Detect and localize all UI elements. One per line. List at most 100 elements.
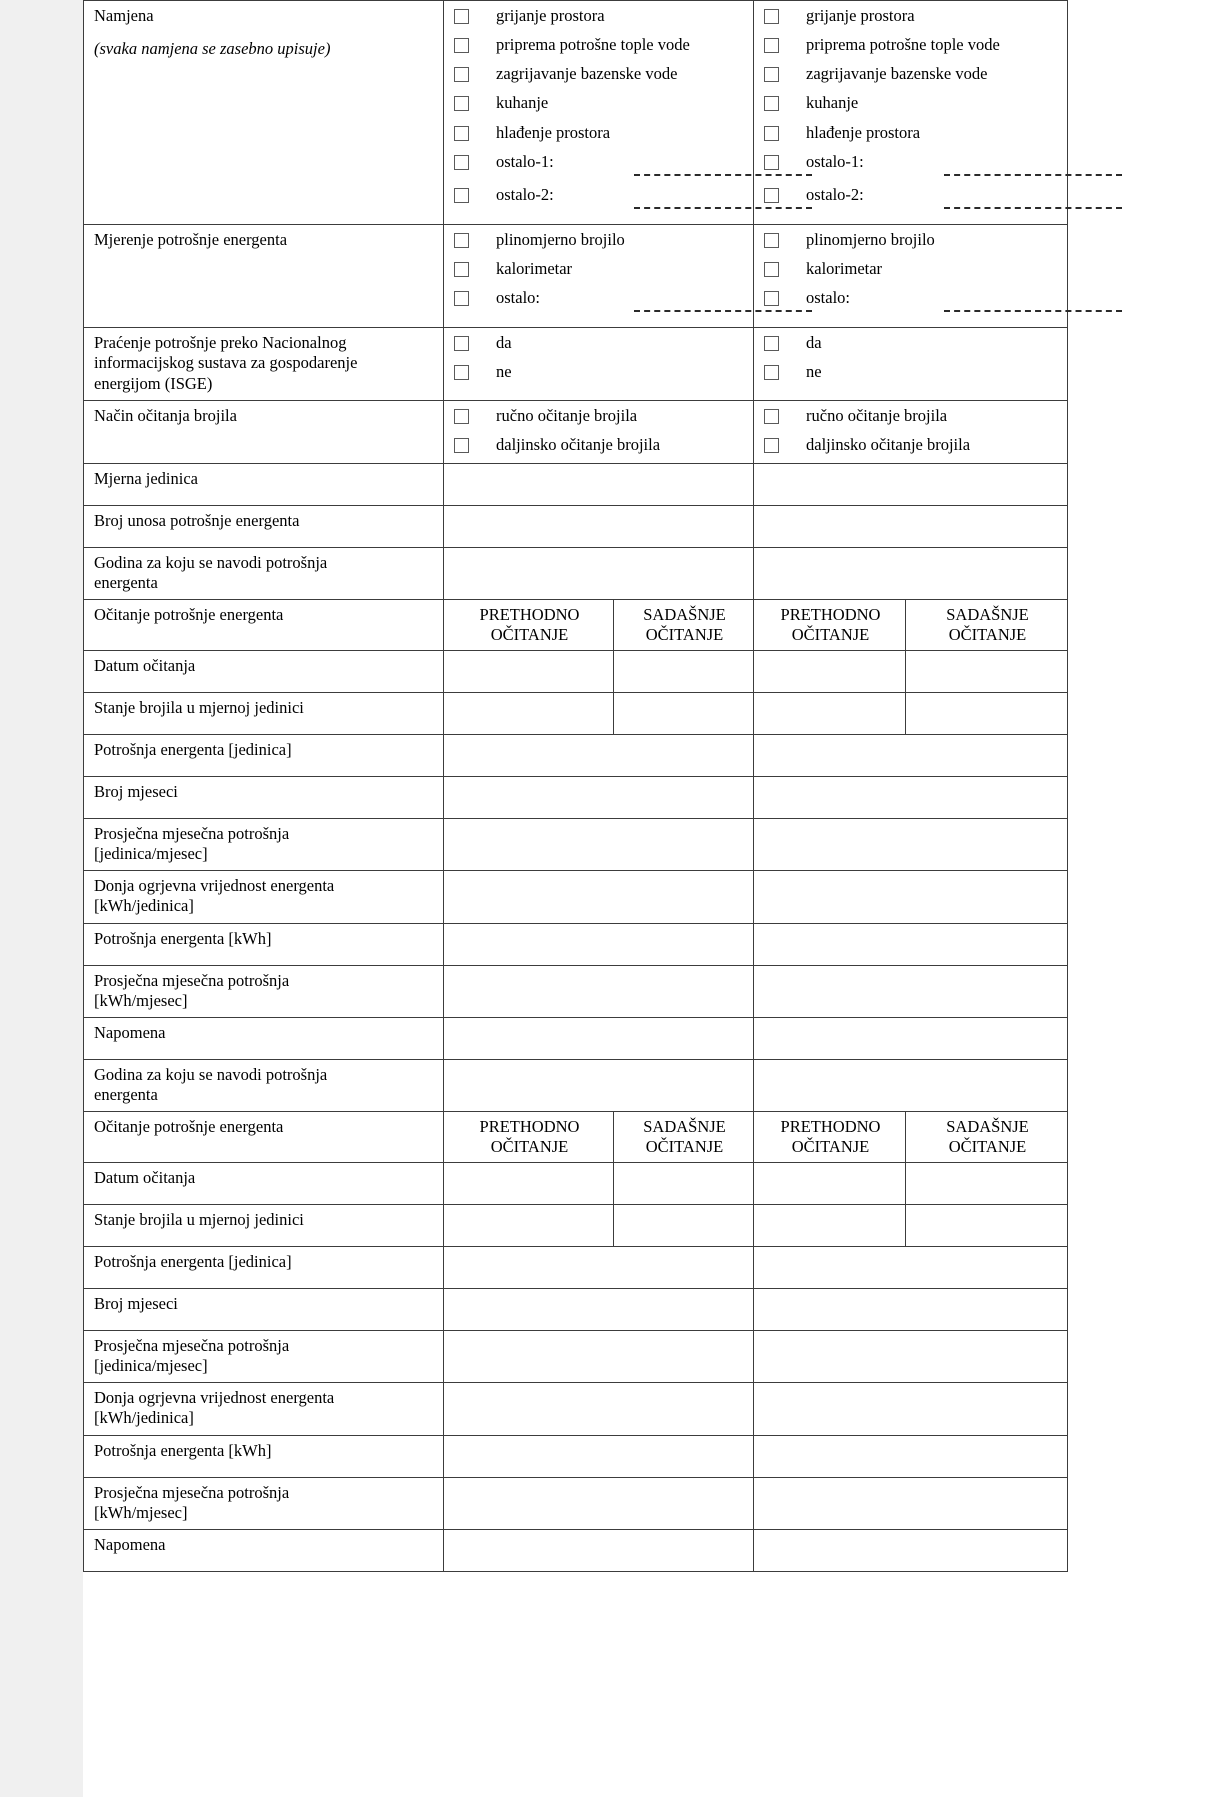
option-row[interactable]: zagrijavanje bazenske vode [764, 64, 1059, 84]
input-cell[interactable] [753, 462, 1068, 506]
fill-in-line[interactable] [944, 310, 1122, 313]
fill-in-line[interactable] [634, 310, 812, 313]
option-row[interactable]: kalorimetar [454, 259, 745, 279]
option-row[interactable]: priprema potrošne tople vode [454, 35, 745, 55]
option-row-fill[interactable]: ostalo: [764, 288, 1122, 313]
input-cell[interactable] [443, 734, 754, 778]
checkbox-icon[interactable] [764, 38, 779, 54]
input-cell[interactable] [443, 1162, 614, 1205]
input-cell[interactable] [753, 504, 1068, 548]
input-cell[interactable] [753, 734, 1068, 778]
input-cell[interactable] [753, 692, 906, 736]
input-cell[interactable] [613, 1162, 754, 1205]
option-row[interactable]: kuhanje [764, 93, 1059, 113]
checkbox-icon[interactable] [764, 187, 779, 203]
option-row[interactable]: hlađenje prostora [764, 123, 1059, 143]
input-cell[interactable] [443, 692, 614, 736]
option-row[interactable]: kalorimetar [764, 259, 1059, 279]
input-cell[interactable] [613, 1204, 754, 1247]
option-row[interactable]: ne [454, 362, 745, 382]
input-cell[interactable] [753, 650, 906, 694]
checkbox-icon[interactable] [454, 336, 469, 352]
input-cell[interactable] [753, 546, 1068, 601]
checkbox-icon[interactable] [454, 291, 469, 307]
checkbox-icon[interactable] [454, 437, 469, 453]
input-cell[interactable] [905, 1162, 1068, 1205]
checkbox-icon[interactable] [764, 365, 779, 381]
option-row[interactable]: kuhanje [454, 93, 745, 113]
input-cell[interactable] [905, 650, 1068, 694]
input-cell[interactable] [443, 1434, 754, 1478]
input-cell[interactable] [753, 1016, 1068, 1060]
checkbox-icon[interactable] [764, 9, 779, 24]
input-cell[interactable] [443, 1058, 754, 1113]
input-cell[interactable] [443, 1476, 754, 1530]
checkbox-icon[interactable] [454, 262, 469, 277]
input-cell[interactable] [753, 1246, 1068, 1289]
input-cell[interactable] [753, 1329, 1068, 1384]
checkbox-icon[interactable] [764, 232, 779, 248]
option-row-fill[interactable]: ostalo-1: [764, 152, 1122, 176]
checkbox-icon[interactable] [454, 67, 469, 83]
input-cell[interactable] [753, 1204, 906, 1247]
input-cell[interactable] [443, 1288, 754, 1331]
input-cell[interactable] [443, 650, 614, 694]
option-row[interactable]: plinomjerno brojilo [454, 230, 745, 250]
option-row[interactable]: daljinsko očitanje brojila [454, 435, 745, 455]
checkbox-icon[interactable] [764, 67, 779, 83]
input-cell[interactable] [443, 1329, 754, 1384]
option-row[interactable]: plinomjerno brojilo [764, 230, 1059, 250]
checkbox-icon[interactable] [764, 408, 779, 424]
input-cell[interactable] [443, 1016, 754, 1060]
fill-in-line[interactable] [634, 173, 812, 176]
option-row-fill[interactable]: ostalo-1: [454, 152, 812, 176]
input-cell[interactable] [443, 546, 754, 601]
input-cell[interactable] [753, 1162, 906, 1205]
option-row-fill[interactable]: ostalo-2: [454, 185, 812, 209]
option-row[interactable]: grijanje prostora [454, 6, 745, 26]
checkbox-icon[interactable] [454, 96, 469, 112]
option-row[interactable]: ručno očitanje brojila [454, 406, 745, 426]
checkbox-icon[interactable] [454, 408, 469, 424]
input-cell[interactable] [443, 776, 754, 820]
checkbox-icon[interactable] [454, 154, 469, 170]
input-cell[interactable] [443, 504, 754, 548]
input-cell[interactable] [753, 1476, 1068, 1530]
input-cell[interactable] [753, 922, 1068, 966]
input-cell[interactable] [753, 1288, 1068, 1331]
checkbox-icon[interactable] [764, 262, 779, 277]
input-cell[interactable] [753, 818, 1068, 872]
checkbox-icon[interactable] [764, 154, 779, 170]
input-cell[interactable] [443, 1204, 614, 1247]
input-cell[interactable] [753, 1058, 1068, 1113]
checkbox-icon[interactable] [764, 125, 779, 141]
fill-in-line[interactable] [944, 206, 1122, 209]
input-cell[interactable] [753, 776, 1068, 820]
input-cell[interactable] [443, 870, 754, 924]
option-row[interactable]: priprema potrošne tople vode [764, 35, 1059, 55]
checkbox-icon[interactable] [764, 291, 779, 307]
input-cell[interactable] [753, 964, 1068, 1018]
input-cell[interactable] [443, 462, 754, 506]
input-cell[interactable] [443, 1246, 754, 1289]
option-row[interactable]: da [454, 333, 745, 353]
input-cell[interactable] [443, 818, 754, 872]
input-cell[interactable] [443, 1528, 754, 1572]
option-row-fill[interactable]: ostalo-2: [764, 185, 1122, 209]
input-cell[interactable] [613, 650, 754, 694]
option-row[interactable]: ručno očitanje brojila [764, 406, 1059, 426]
checkbox-icon[interactable] [454, 125, 469, 141]
input-cell[interactable] [753, 1528, 1068, 1572]
option-row[interactable]: daljinsko očitanje brojila [764, 435, 1059, 455]
option-row[interactable]: da [764, 333, 1059, 353]
input-cell[interactable] [753, 870, 1068, 924]
option-row-fill[interactable]: ostalo: [454, 288, 812, 313]
checkbox-icon[interactable] [454, 38, 469, 54]
input-cell[interactable] [753, 1382, 1068, 1436]
checkbox-icon[interactable] [454, 232, 469, 248]
option-row[interactable]: zagrijavanje bazenske vode [454, 64, 745, 84]
checkbox-icon[interactable] [764, 96, 779, 112]
checkbox-icon[interactable] [454, 187, 469, 203]
checkbox-icon[interactable] [454, 9, 469, 24]
checkbox-icon[interactable] [454, 365, 469, 381]
